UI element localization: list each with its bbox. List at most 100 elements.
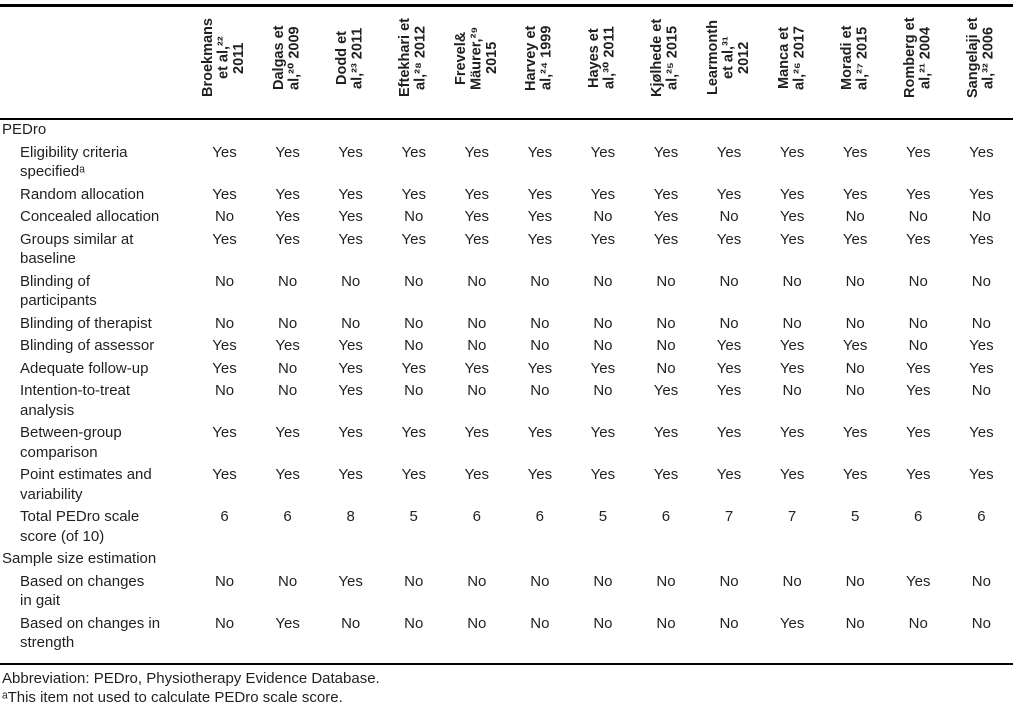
cell-value: Yes (969, 466, 994, 483)
cell-value: Yes (464, 359, 490, 377)
cell-value: Yes (653, 424, 679, 441)
cell-value: No (845, 382, 865, 399)
cell-value: No (404, 614, 424, 632)
cell-value: Yes (590, 466, 616, 483)
cell-value: No (845, 208, 865, 225)
table-footer: Abbreviation: PEDro, Physiotherapy Evide… (0, 662, 1013, 708)
cell-value: No (214, 314, 235, 332)
cell-value: No (656, 272, 676, 290)
section-label: Sample size estimation (2, 550, 157, 567)
cell-value: Yes (527, 466, 553, 483)
row-label: Eligibility criteria specifiedᵃ (20, 143, 128, 181)
cell-value: Yes (653, 185, 679, 203)
cell-value: No (467, 272, 487, 290)
cell-value: Yes (590, 185, 616, 203)
cell-value: Yes (464, 230, 490, 248)
cell-value: No (593, 382, 613, 399)
cell-value: Yes (779, 424, 805, 441)
cell-value: No (908, 314, 928, 332)
study-citation: Sangelaji et al,³² 2006 (964, 17, 997, 99)
cell-value: Yes (842, 466, 868, 483)
table-row: Blinding of assessor Yes Yes Yes No No No No No Y… (0, 336, 1013, 359)
cell-value: Yes (338, 382, 363, 399)
corner-cell (0, 5, 193, 120)
cell-value: Yes (464, 185, 490, 203)
cell-value: Yes (401, 185, 426, 203)
cell-value: No (214, 614, 235, 632)
cell-value: No (214, 272, 235, 290)
cell-value (887, 119, 950, 143)
cell-value: Yes (716, 230, 742, 248)
cell-value: Yes (338, 230, 363, 248)
cell-value: Yes (842, 230, 868, 248)
column-header: Hayes et al,³⁰ 2011 (571, 5, 635, 120)
cell-value (824, 549, 887, 572)
cell-value: No (908, 272, 928, 290)
row-label: Random allocation (20, 185, 145, 203)
cell-value: Yes (212, 185, 237, 203)
cell-value (761, 549, 824, 572)
cell-value: No (971, 272, 991, 290)
cell-value: 8 (346, 508, 355, 525)
cell-value (698, 549, 761, 572)
cell-value: No (467, 614, 487, 632)
section-label: PEDro (2, 121, 47, 138)
study-citation: Moradi et al,²⁷ 2015 (838, 25, 871, 91)
cell-value: Yes (969, 337, 994, 354)
column-header: Moradi et al,²⁷ 2015 (823, 5, 887, 120)
cell-value: Yes (338, 208, 363, 225)
cell-value: No (404, 572, 424, 590)
cell-value: Yes (338, 466, 363, 483)
cell-value: 5 (598, 508, 608, 525)
cell-value: Yes (338, 337, 363, 354)
cell-value: Yes (464, 466, 490, 483)
cell-value: No (530, 572, 550, 590)
row-label: Intention-to-treat analysis (20, 382, 131, 419)
cell-value: Yes (275, 337, 300, 354)
cell-value: Yes (716, 466, 742, 483)
table-row: Based on changes in gait No No Yes No No No No N… (0, 572, 1013, 614)
cell-value: Yes (401, 143, 426, 161)
cell-value: No (845, 614, 865, 632)
cell-value: No (656, 614, 676, 632)
row-label: Point estimates and variability (20, 466, 152, 503)
column-header: Frevel& Mäurer,²⁹ 2015 (445, 5, 509, 120)
cell-value: Yes (275, 614, 300, 632)
cell-value: No (593, 314, 613, 332)
cell-value: Yes (212, 337, 237, 354)
cell-value (382, 119, 445, 143)
header-row: Broekmans et al,²² 2011 Dalgas et al,²⁰ 2… (0, 5, 1013, 120)
cell-value: Yes (275, 185, 300, 203)
cell-value: Yes (275, 230, 300, 248)
cell-value: Yes (716, 424, 742, 441)
cell-value: No (593, 614, 613, 632)
study-citation: Hayes et al,³⁰ 2011 (586, 26, 618, 90)
cell-value: Yes (905, 230, 931, 248)
study-citation: Romberg et al,²¹ 2004 (901, 17, 934, 99)
cell-value: No (782, 314, 802, 332)
cell-value (887, 549, 950, 572)
table-row: Intention-to-treat analysis No No Yes No No No… (0, 381, 1013, 423)
cell-value: Yes (842, 337, 868, 354)
row-label: Adequate follow-up (20, 359, 149, 377)
cell-value: Yes (590, 359, 616, 377)
cell-value: Yes (401, 230, 426, 248)
cell-value: Yes (779, 143, 805, 161)
study-citation: Manca et al,²⁶ 2017 (775, 26, 808, 90)
column-header: Harvey et al,²⁴ 1999 (508, 5, 572, 120)
footnote-a: ᵃThis item not used to calculate PEDro s… (2, 689, 343, 706)
cell-value: No (782, 382, 802, 399)
cell-value: Yes (653, 230, 679, 248)
cell-value: No (845, 314, 865, 332)
table-row: Between-group comparison Yes Yes Yes Yes Yes Y… (0, 423, 1013, 465)
cell-value: Yes (842, 424, 868, 441)
cell-value: Yes (212, 230, 237, 248)
column-header: Dodd et al,²³ 2011 (319, 5, 383, 120)
cell-value: No (971, 614, 991, 632)
cell-value: Yes (653, 143, 679, 161)
cell-value: Yes (464, 424, 490, 441)
cell-value: Yes (969, 185, 994, 203)
column-header: Kjølhede et al,²⁵ 2015 (634, 5, 698, 120)
cell-value (571, 549, 634, 572)
